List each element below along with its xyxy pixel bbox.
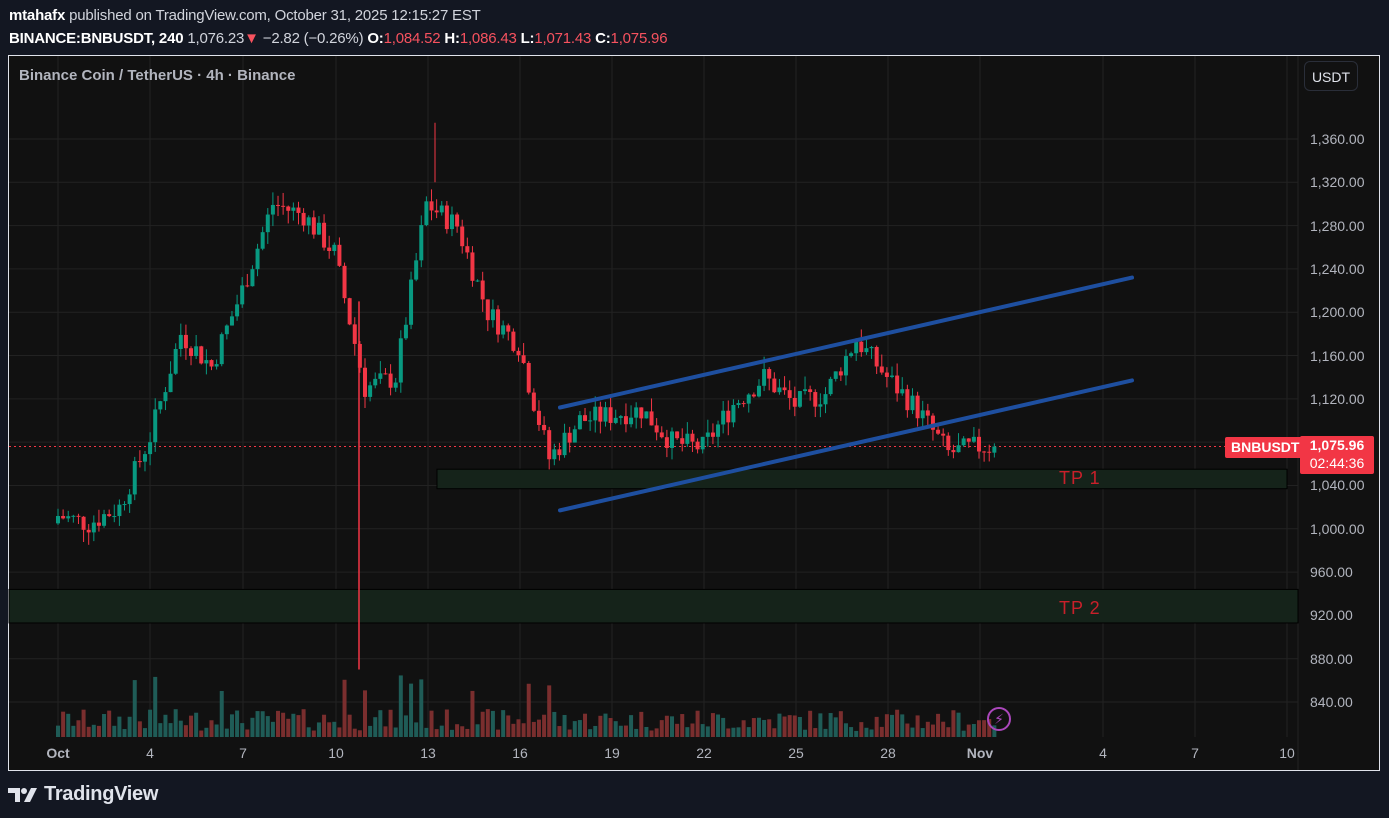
price-tick-label: 1,000.00 xyxy=(1310,520,1365,537)
time-tick-label: 7 xyxy=(1191,745,1199,761)
volume-bars xyxy=(56,675,997,737)
close-value: 1,075.96 xyxy=(610,30,668,47)
time-tick-label: Oct xyxy=(46,745,70,761)
last-price: 1,076.23 xyxy=(187,30,245,47)
price-tick-label: 1,280.00 xyxy=(1310,217,1365,234)
time-tick-label: 10 xyxy=(328,745,344,761)
tradingview-logo[interactable]: TradingView xyxy=(8,783,158,806)
author-name[interactable]: mtahafx xyxy=(9,7,66,24)
price-tick-label: 1,040.00 xyxy=(1310,477,1365,494)
symbol-price-tag: BNBUSDT xyxy=(1225,437,1306,458)
time-tick-label: 4 xyxy=(1099,745,1107,761)
price-tick-label: 920.00 xyxy=(1310,607,1353,624)
price-tick-label: 1,120.00 xyxy=(1310,390,1365,407)
price-change: −2.82 (−0.26%) xyxy=(262,30,364,47)
price-tick-label: 960.00 xyxy=(1310,564,1353,581)
time-tick-label: 10 xyxy=(1279,745,1295,761)
time-tick-label: 22 xyxy=(696,745,712,761)
chart-frame[interactable] xyxy=(8,55,1380,771)
price-tick-label: 1,240.00 xyxy=(1310,260,1365,277)
high-label: H: xyxy=(444,30,460,47)
publish-text: published on TradingView.com, October 31… xyxy=(69,7,481,24)
time-tick-label: 4 xyxy=(146,745,154,761)
symbol-name: BINANCE:BNBUSDT, 240 xyxy=(9,30,184,47)
symbol-ohlc-line: BINANCE:BNBUSDT, 240 1,076.23▼ −2.82 (−0… xyxy=(9,30,668,47)
candlesticks xyxy=(56,122,997,670)
flash-icon[interactable]: ⚡ xyxy=(987,707,1011,731)
last-price-value: 1,075.96 xyxy=(1309,437,1365,453)
tp2-label: TP 2 xyxy=(1059,598,1101,618)
close-label: C: xyxy=(595,30,611,47)
time-tick-label: 25 xyxy=(788,745,804,761)
price-tick-label: 840.00 xyxy=(1310,694,1353,710)
open-value: 1,084.52 xyxy=(383,30,441,47)
publish-info: mtahafx published on TradingView.com, Oc… xyxy=(9,7,481,24)
time-tick-label: 19 xyxy=(604,745,620,761)
last-price-tag: 1,075.96 02:44:36 xyxy=(1300,436,1374,474)
down-arrow-icon: ▼ xyxy=(244,30,259,47)
price-tick-label: 1,200.00 xyxy=(1310,304,1365,321)
time-tick-label: 16 xyxy=(512,745,528,761)
tv-logo-icon xyxy=(8,787,37,802)
open-label: O: xyxy=(367,30,384,47)
high-value: 1,086.43 xyxy=(459,30,517,47)
price-tick-label: 1,160.00 xyxy=(1310,347,1365,364)
price-tick-label: 1,360.00 xyxy=(1310,131,1365,147)
time-tick-label: 28 xyxy=(880,745,896,761)
tradingview-brand: TradingView xyxy=(44,783,159,805)
tp-zones xyxy=(8,468,1299,624)
bar-countdown: 02:44:36 xyxy=(1309,455,1365,471)
time-tick-label: 13 xyxy=(420,745,436,761)
price-tick-label: 1,320.00 xyxy=(1310,174,1365,191)
tp1-label: TP 1 xyxy=(1059,468,1101,488)
channel-trendlines xyxy=(558,275,1134,513)
low-value: 1,071.43 xyxy=(534,30,592,47)
time-tick-label: Nov xyxy=(966,745,994,761)
time-tick-label: 7 xyxy=(239,745,247,761)
price-tick-label: 880.00 xyxy=(1310,650,1353,667)
low-label: L: xyxy=(520,30,535,47)
currency-button[interactable]: USDT xyxy=(1304,61,1358,91)
chart-legend[interactable]: Binance Coin / TetherUS · 4h · Binance xyxy=(19,67,296,84)
